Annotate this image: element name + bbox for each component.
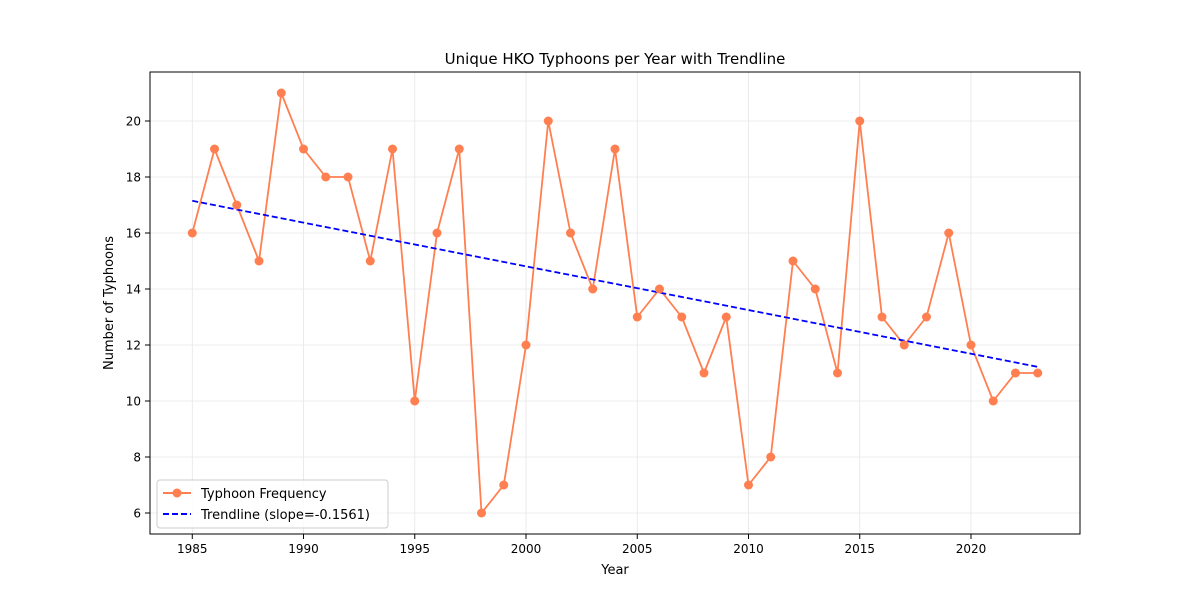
x-tick-label: 1985 xyxy=(177,542,208,556)
data-point xyxy=(187,228,197,238)
data-point xyxy=(855,116,865,126)
x-tick-label: 2015 xyxy=(844,542,875,556)
data-point xyxy=(966,340,976,350)
y-tick-label: 12 xyxy=(126,339,141,353)
data-point xyxy=(788,256,798,266)
y-tick-label: 10 xyxy=(126,395,141,409)
legend-box xyxy=(156,479,389,529)
data-point xyxy=(388,144,398,154)
data-point xyxy=(410,396,420,406)
y-tick-label: 14 xyxy=(126,283,141,297)
data-point xyxy=(365,256,375,266)
data-point xyxy=(299,144,309,154)
data-point xyxy=(276,88,286,98)
data-point xyxy=(810,284,820,294)
data-point xyxy=(477,508,487,518)
data-point xyxy=(321,172,331,182)
x-tick-label: 1990 xyxy=(288,542,319,556)
legend: Typhoon Frequency Trendline (slope=-0.15… xyxy=(156,479,389,529)
y-tick-label: 16 xyxy=(126,227,141,241)
legend-label-trendline: Trendline (slope=-0.1561) xyxy=(200,508,370,523)
y-tick-label: 18 xyxy=(126,171,141,185)
data-point xyxy=(210,144,220,154)
series-layer xyxy=(187,88,1043,518)
data-point xyxy=(343,172,353,182)
data-point xyxy=(632,312,642,322)
data-point xyxy=(1033,368,1043,378)
legend-marker-typhoon-frequency xyxy=(172,488,182,498)
data-point xyxy=(499,480,509,490)
data-point xyxy=(899,340,909,350)
data-point xyxy=(232,200,242,210)
chart-title: Unique HKO Typhoons per Year with Trendl… xyxy=(445,50,786,68)
y-tick-label: 6 xyxy=(133,507,141,521)
data-point xyxy=(677,312,687,322)
data-point xyxy=(566,228,576,238)
data-point xyxy=(254,256,264,266)
data-point xyxy=(944,228,954,238)
x-tick-label: 1995 xyxy=(399,542,430,556)
data-point xyxy=(766,452,776,462)
x-tick-label: 2000 xyxy=(511,542,542,556)
x-tick-label: 2010 xyxy=(733,542,764,556)
data-point xyxy=(543,116,553,126)
data-point xyxy=(921,312,931,322)
data-point xyxy=(721,312,731,322)
x-tick-label: 2005 xyxy=(622,542,653,556)
x-axis-label: Year xyxy=(600,563,629,578)
data-point xyxy=(743,480,753,490)
y-tick-label: 20 xyxy=(126,115,141,129)
data-point xyxy=(521,340,531,350)
data-point xyxy=(454,144,464,154)
plot-area-frame xyxy=(149,71,1081,535)
data-point xyxy=(988,396,998,406)
legend-label-typhoon-frequency: Typhoon Frequency xyxy=(200,487,327,502)
data-point xyxy=(699,368,709,378)
data-point xyxy=(1010,368,1020,378)
data-point xyxy=(610,144,620,154)
y-axis-label: Number of Typhoons xyxy=(102,236,117,370)
data-point xyxy=(654,284,664,294)
data-point xyxy=(832,368,842,378)
y-tick-label: 8 xyxy=(133,451,141,465)
x-tick-label: 2020 xyxy=(956,542,987,556)
data-point xyxy=(877,312,887,322)
data-point xyxy=(432,228,442,238)
axis-ticks: 1985 1990 1995 2000 2005 2010 2015 2020 6 8 10 12 14… xyxy=(126,115,987,557)
data-point xyxy=(588,284,598,294)
